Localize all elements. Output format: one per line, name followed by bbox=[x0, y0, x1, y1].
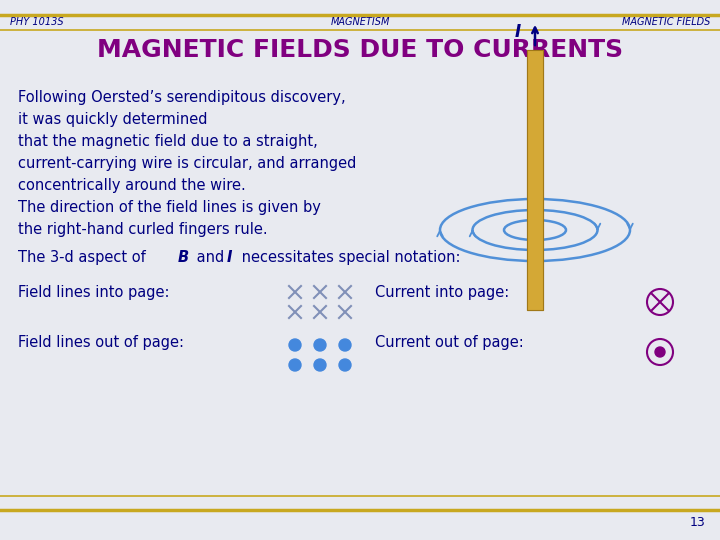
Bar bbox=[527, 50, 543, 310]
Text: Current into page:: Current into page: bbox=[375, 285, 509, 300]
Text: necessitates special notation:: necessitates special notation: bbox=[237, 250, 461, 265]
Circle shape bbox=[655, 347, 665, 357]
Circle shape bbox=[339, 339, 351, 351]
Circle shape bbox=[314, 339, 326, 351]
Text: MAGNETIC FIELDS DUE TO CURRENTS: MAGNETIC FIELDS DUE TO CURRENTS bbox=[97, 38, 623, 62]
Text: MAGNETISM: MAGNETISM bbox=[330, 17, 390, 27]
Text: Current out of page:: Current out of page: bbox=[375, 335, 523, 350]
Circle shape bbox=[289, 359, 301, 371]
Text: PHY 1013S: PHY 1013S bbox=[10, 17, 63, 27]
Text: Following Oersted’s serendipitous discovery,: Following Oersted’s serendipitous discov… bbox=[18, 90, 346, 105]
Text: and: and bbox=[192, 250, 229, 265]
Text: 13: 13 bbox=[689, 516, 705, 529]
Text: B: B bbox=[178, 250, 189, 265]
Text: Field lines out of page:: Field lines out of page: bbox=[18, 335, 184, 350]
Text: The 3-d aspect of: The 3-d aspect of bbox=[18, 250, 150, 265]
Text: it was quickly determined: it was quickly determined bbox=[18, 112, 207, 127]
Circle shape bbox=[314, 359, 326, 371]
Text: Field lines into page:: Field lines into page: bbox=[18, 285, 169, 300]
Text: The direction of the field lines is given by: The direction of the field lines is give… bbox=[18, 200, 321, 215]
Text: I: I bbox=[515, 23, 521, 41]
Text: current-carrying wire is circular, and arranged: current-carrying wire is circular, and a… bbox=[18, 156, 356, 171]
Text: concentrically around the wire.: concentrically around the wire. bbox=[18, 178, 246, 193]
Bar bbox=[527, 50, 543, 310]
Text: MAGNETIC FIELDS: MAGNETIC FIELDS bbox=[621, 17, 710, 27]
Text: the right-hand curled fingers rule.: the right-hand curled fingers rule. bbox=[18, 222, 268, 237]
Text: I: I bbox=[227, 250, 233, 265]
Circle shape bbox=[289, 339, 301, 351]
Text: that the magnetic field due to a straight,: that the magnetic field due to a straigh… bbox=[18, 134, 318, 149]
Circle shape bbox=[339, 359, 351, 371]
